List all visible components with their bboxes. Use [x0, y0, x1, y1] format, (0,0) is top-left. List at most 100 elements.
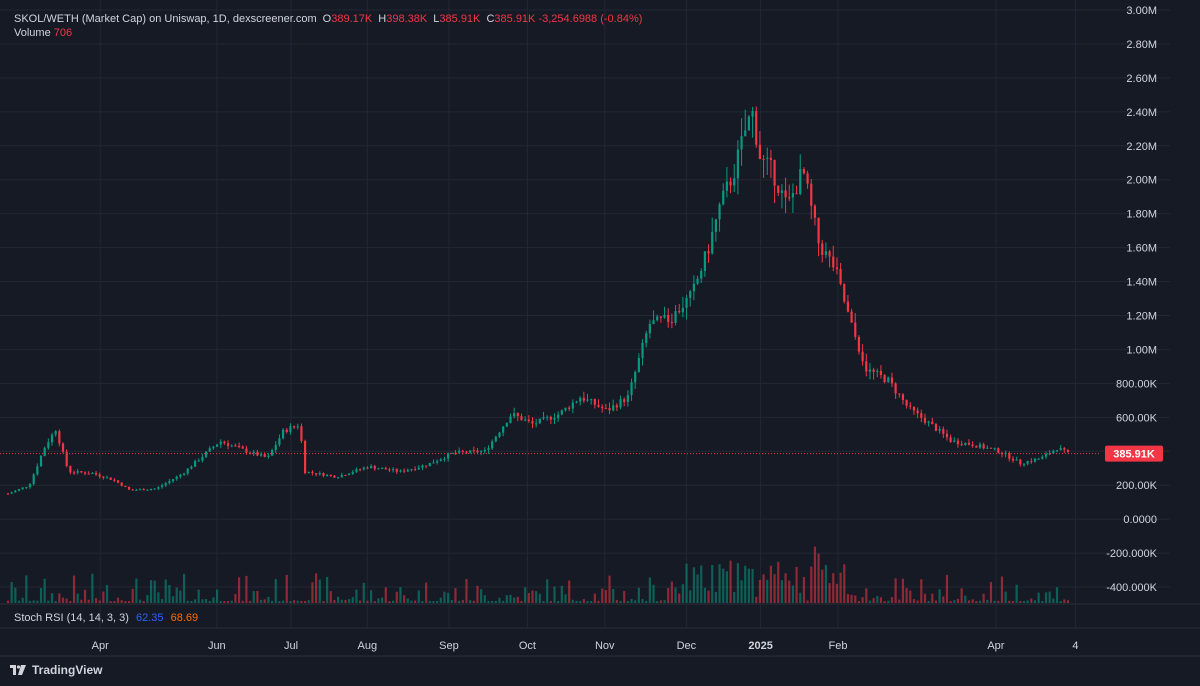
volume-bar: [571, 599, 574, 603]
candle-body: [498, 432, 501, 437]
candle-body: [887, 377, 890, 383]
volume-bar: [623, 591, 626, 603]
x-tick-label: Sep: [439, 640, 459, 652]
volume-bar: [61, 597, 65, 603]
candle-body: [1066, 449, 1070, 452]
candle-body: [777, 185, 780, 193]
candle-body: [120, 482, 123, 486]
volume-bar: [65, 598, 68, 603]
candle-body: [890, 377, 894, 384]
volume-bar: [846, 594, 850, 603]
candle-body: [124, 485, 127, 487]
symbol-title[interactable]: SKOL/WETH (Market Cap) on Uniswap, 1D, d…: [14, 13, 317, 25]
candle-body: [267, 455, 270, 457]
candle-body: [945, 433, 949, 438]
volume-bar: [17, 600, 21, 603]
volume-bar: [546, 579, 549, 603]
volume-bar: [219, 600, 222, 603]
volume-bar: [542, 600, 545, 603]
candle-body: [329, 474, 332, 476]
volume-label[interactable]: Volume: [14, 27, 51, 39]
volume-bar: [1059, 600, 1062, 603]
volume-bar: [784, 573, 787, 603]
candle-body: [72, 472, 76, 474]
candle-body: [43, 447, 46, 457]
candle-body: [733, 178, 736, 186]
last-price-label: 385.91K: [1113, 449, 1155, 461]
volume-bar: [993, 600, 996, 603]
candle-body: [80, 471, 83, 473]
volume-bar: [553, 586, 556, 603]
candle-body: [1033, 458, 1037, 462]
volume-bar: [182, 573, 186, 603]
candle-body: [384, 468, 387, 470]
candle-body: [91, 473, 94, 475]
volume-bar: [674, 587, 677, 603]
volume-bar: [267, 596, 270, 603]
volume-bar: [179, 590, 182, 603]
candle-body: [219, 441, 222, 445]
volume-bar: [406, 598, 409, 603]
candle-body: [747, 116, 750, 131]
volume-bar: [949, 600, 952, 603]
x-tick-label: Feb: [828, 640, 847, 652]
candle-body: [208, 448, 211, 452]
candle-body: [663, 314, 666, 318]
candle-body: [65, 451, 68, 467]
volume-bar: [1063, 599, 1066, 603]
volume-bar: [579, 601, 582, 603]
volume-bar: [945, 574, 949, 603]
candle-body: [47, 442, 50, 448]
candle-body: [381, 468, 384, 470]
candle-body: [135, 489, 138, 491]
candle-body: [127, 486, 131, 490]
volume-bar: [758, 579, 761, 603]
candle-body: [226, 443, 230, 446]
candle-body: [410, 469, 413, 471]
y-tick-label: 1.20M: [1126, 310, 1157, 322]
volume-bar: [898, 599, 901, 603]
volume-bar: [876, 596, 879, 603]
volume-bar: [366, 600, 369, 603]
candle-body: [865, 361, 868, 372]
candle-body: [762, 158, 765, 160]
volume-bar: [509, 594, 512, 603]
candle-body: [303, 440, 307, 474]
candle-body: [857, 336, 861, 352]
volume-bar: [916, 600, 919, 603]
ohlc-close-value: 385.91K: [494, 13, 536, 25]
volume-bar: [773, 574, 776, 603]
volume-bar: [98, 600, 101, 603]
volume-bar: [828, 583, 831, 603]
candle-body: [25, 486, 28, 488]
volume-bar: [593, 593, 596, 603]
volume-bar: [83, 589, 87, 603]
volume-bar: [300, 600, 303, 603]
candle-body: [773, 160, 776, 186]
candle-body: [505, 423, 508, 427]
x-tick-label: Dec: [677, 640, 697, 652]
volume-bar: [1048, 591, 1051, 603]
candle-body: [703, 251, 706, 271]
candle-body: [403, 470, 406, 472]
volume-bar: [69, 600, 72, 603]
volume-bar: [711, 564, 714, 603]
candle-body: [69, 466, 72, 473]
candle-body: [835, 267, 839, 270]
candle-body: [641, 342, 644, 358]
candle-body: [337, 477, 340, 479]
volume-bar: [289, 600, 292, 603]
volume-bar: [50, 593, 54, 603]
volume-bar: [333, 600, 336, 603]
candle-body: [685, 297, 688, 308]
tradingview-brand[interactable]: TradingView: [10, 663, 102, 677]
stoch-rsi-label[interactable]: Stoch RSI (14, 14, 3, 3): [14, 612, 129, 624]
candle-body: [861, 351, 864, 362]
volume-bar: [263, 599, 266, 603]
y-tick-label: 200.00K: [1116, 480, 1158, 492]
candle-body: [502, 426, 505, 433]
volume-bar: [641, 598, 644, 603]
candle-body: [971, 444, 974, 447]
volume-bar: [740, 580, 743, 603]
